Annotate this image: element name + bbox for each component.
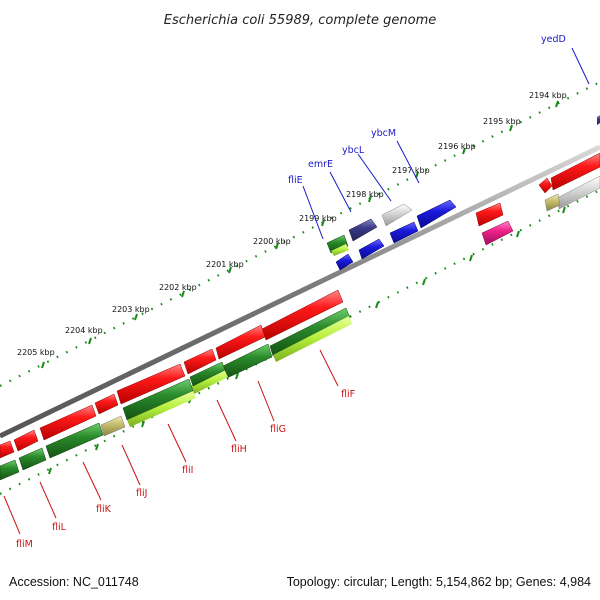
gene-fliL — [18, 447, 47, 471]
gene-blue-emr-2 — [358, 238, 385, 260]
gene-ybcM — [416, 199, 457, 229]
gene-fliE — [326, 234, 349, 254]
accession-text: Accession: NC_011748 — [9, 575, 139, 589]
tick-label-2202: 2202 kbp — [159, 283, 197, 292]
gene-label-ybcL: ybcL — [342, 145, 365, 156]
gene-label-yedD: yedD — [541, 34, 566, 45]
tick-label-2198: 2198 kbp — [346, 190, 384, 199]
top-strand-genes — [326, 115, 600, 271]
tick-label-2196: 2196 kbp — [438, 142, 476, 151]
red-gene-6 — [39, 404, 97, 441]
gene-label-fliM: fliM — [16, 539, 33, 550]
gene-fliK — [45, 422, 104, 459]
gene-label-fliK: fliK — [96, 504, 112, 515]
gene-block-navy-top-right — [597, 115, 600, 125]
red-gene-5 — [94, 393, 119, 415]
gene-block-red-mid — [475, 202, 504, 227]
red-gene-2 — [215, 324, 266, 360]
gene-label-fliG: fliG — [270, 424, 286, 435]
gene-label-fliE: fliE — [288, 175, 303, 186]
outer-major-ticks — [41, 100, 559, 369]
gene-fliH-light — [190, 369, 228, 394]
genome-summary-text: Topology: circular; Length: 5,154,862 bp… — [287, 575, 591, 589]
gene-label-fliI: fliI — [182, 465, 193, 476]
green-strand-genes — [0, 307, 352, 481]
red-gene-8 — [0, 440, 15, 459]
red-gene-7 — [13, 429, 39, 452]
gene-fliH — [189, 361, 226, 387]
genome-backbone — [0, 144, 600, 439]
tick-label-2197: 2197 kbp — [392, 166, 430, 175]
tick-label-2195: 2195 kbp — [483, 117, 521, 126]
gene-block-khaki-top-right — [544, 193, 561, 212]
tick-label-2199: 2199 kbp — [299, 214, 337, 223]
top-gene-leaders — [302, 47, 590, 240]
red-strand-genes — [0, 289, 344, 459]
gene-blue-ybc-2 — [389, 221, 419, 244]
gene-fliE-light — [331, 244, 349, 256]
gene-blue-small — [335, 253, 354, 271]
gene-label-fliH: fliH — [231, 444, 247, 455]
gene-fliI-light — [127, 391, 196, 427]
gene-block-pink-mid — [481, 220, 514, 246]
gene-label-fliL: fliL — [52, 522, 67, 533]
gene-label-ybcM: ybcM — [371, 128, 396, 139]
gene-label-fliF: fliF — [341, 389, 355, 400]
map-title: Escherichia coli 55989, complete genome — [164, 13, 436, 28]
tick-label-2205: 2205 kbp — [17, 348, 55, 357]
gene-fliF-light — [273, 316, 352, 362]
gene-block-red-small-top — [538, 177, 553, 194]
tick-label-2203: 2203 kbp — [112, 305, 150, 314]
bottom-gene-leaders — [3, 349, 339, 535]
red-gene-4 — [116, 363, 186, 405]
gene-fliF — [269, 307, 351, 357]
gene-ybcL — [381, 203, 413, 227]
gene-emrE — [348, 218, 378, 242]
gene-label-fliJ: fliJ — [136, 488, 147, 499]
gene-block-red-top-right — [550, 152, 600, 191]
red-gene-3 — [183, 348, 217, 375]
gene-fliM — [0, 459, 20, 481]
gene-label-emrE: emrE — [308, 159, 333, 170]
tick-label-2204: 2204 kbp — [65, 326, 103, 335]
gene-fliJ — [100, 415, 126, 437]
tick-label-2194: 2194 kbp — [529, 91, 567, 100]
tick-label-2201: 2201 kbp — [206, 260, 244, 269]
tick-label-2200: 2200 kbp — [253, 237, 291, 246]
